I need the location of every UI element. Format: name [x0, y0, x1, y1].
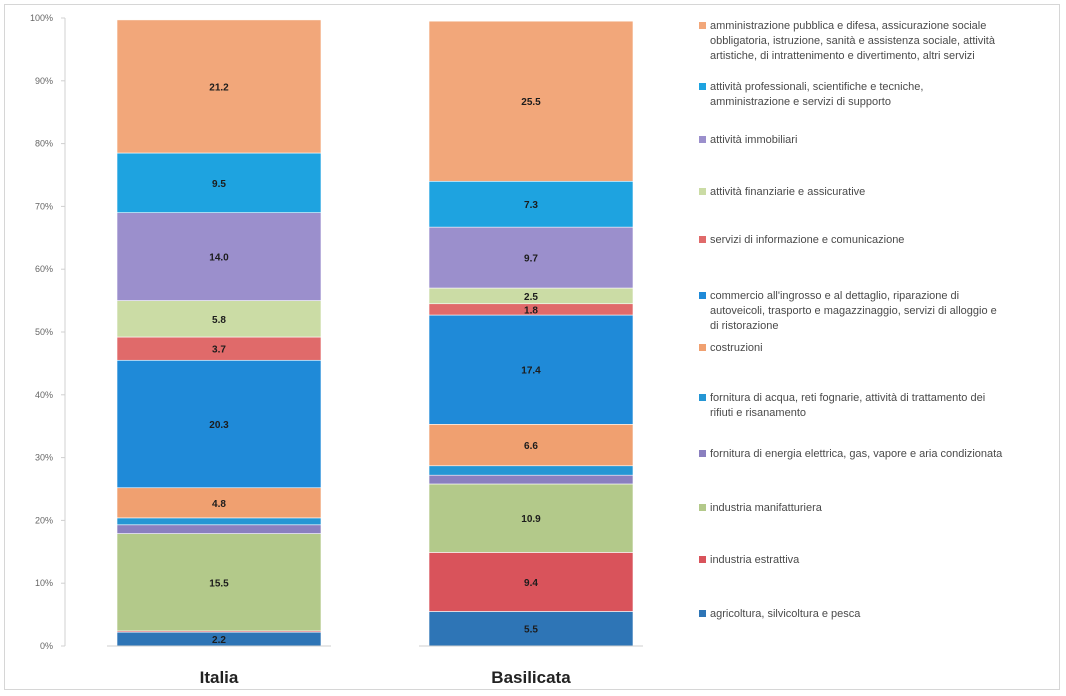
category-label: Basilicata	[491, 668, 571, 687]
data-label: 2.5	[524, 292, 538, 303]
y-tick-label: 0%	[40, 641, 53, 651]
y-tick-label: 40%	[35, 390, 53, 400]
data-label: 15.5	[209, 578, 229, 589]
bar-segment	[428, 465, 634, 476]
data-label: 25.5	[521, 97, 541, 108]
y-tick-label: 90%	[35, 76, 53, 86]
y-tick-label: 10%	[35, 578, 53, 588]
legend-entry-text: attività finanziarie e assicurative	[710, 186, 865, 198]
legend-swatch	[699, 394, 706, 401]
data-label: 9.5	[212, 179, 226, 190]
y-tick-label: 100%	[30, 13, 53, 23]
y-tick-label: 20%	[35, 515, 53, 525]
legend-entry-text: amministrazione pubblica e difesa, assic…	[710, 20, 986, 32]
data-label: 6.6	[524, 441, 538, 452]
y-tick-label: 70%	[35, 201, 53, 211]
data-label: 21.2	[209, 82, 229, 93]
legend-entry-text: agricoltura, silvicoltura e pesca	[710, 608, 861, 620]
stacked-bar-chart: 0% 10% 20% 30% 40% 50% 60% 70% 80% 90% 100% 2.2 15.5…	[30, 13, 1003, 687]
bar-segment	[116, 19, 322, 154]
data-label: 7.3	[524, 200, 538, 211]
y-tick-label: 50%	[35, 327, 53, 337]
data-label: 9.7	[524, 254, 538, 265]
legend-swatch	[699, 450, 706, 457]
bar-segment	[428, 611, 634, 647]
data-label: 14.0	[209, 253, 229, 264]
bar-segment	[428, 20, 634, 182]
data-label: 10.9	[521, 514, 541, 525]
bar-segment	[428, 424, 634, 467]
legend-entry-text: servizi di informazione e comunicazione	[710, 234, 904, 246]
legend-entry-text: fornitura di energia elettrica, gas, vap…	[710, 448, 1003, 460]
legend-entry-text: industria manifatturiera	[710, 502, 823, 514]
legend-entry-text: fornitura di acqua, reti fognarie, attiv…	[710, 392, 985, 404]
bar-segment	[428, 474, 634, 485]
category-label: Italia	[200, 668, 239, 687]
legend-entry-text: industria estrattiva	[710, 554, 800, 566]
legend-swatch	[699, 292, 706, 299]
bar-segment	[116, 212, 322, 301]
legend-entry-text: costruzioni	[710, 342, 763, 354]
bar-segment	[116, 152, 322, 213]
legend-swatch	[699, 236, 706, 243]
bar-segment	[428, 180, 634, 228]
legend-entry-text: autoveicoli, trasporto e magazzinaggio, …	[710, 305, 997, 317]
legend-entry-text: amministrazione e servizi di supporto	[710, 96, 891, 108]
legend-swatch	[699, 83, 706, 90]
data-label: 5.5	[524, 625, 538, 636]
chart-frame: 0% 10% 20% 30% 40% 50% 60% 70% 80% 90% 100% 2.2 15.5…	[4, 4, 1060, 690]
legend-swatch	[699, 610, 706, 617]
bar-segment	[428, 552, 634, 612]
bar-segment	[116, 517, 322, 526]
legend-entry-text: di ristorazione	[710, 320, 778, 332]
legend-entry-text: obbligatoria, istruzione, sanità e assis…	[710, 35, 996, 47]
data-label: 3.7	[212, 345, 226, 356]
data-label: 20.3	[209, 420, 229, 431]
bar-segment	[116, 359, 322, 489]
bar-segment	[116, 524, 322, 534]
y-tick-label: 30%	[35, 453, 53, 463]
legend-swatch	[699, 136, 706, 143]
legend-entry-text: attività immobiliari	[710, 134, 797, 146]
data-label: 1.8	[524, 305, 538, 316]
bar-segment	[428, 483, 634, 553]
legend-entry-text: commercio all'ingrosso e al dettaglio, r…	[710, 290, 959, 302]
data-label: 9.4	[524, 578, 538, 589]
data-label: 5.8	[212, 315, 226, 326]
bar-segment	[428, 314, 634, 425]
bar-segment	[116, 533, 322, 632]
legend-entry-text: rifiuti e risanamento	[710, 407, 806, 419]
y-tick-label: 60%	[35, 264, 53, 274]
data-label: 4.8	[212, 499, 226, 510]
legend-entry-text: attività professionali, scientifiche e t…	[710, 81, 923, 93]
y-tick-label: 80%	[35, 139, 53, 149]
bar-segment	[116, 487, 322, 519]
legend-swatch	[699, 556, 706, 563]
bar-segment	[428, 226, 634, 289]
legend-entry-text: artistiche, di intrattenimento e diverti…	[710, 50, 975, 62]
legend-swatch	[699, 504, 706, 511]
data-label: 17.4	[521, 366, 541, 377]
data-label: 2.2	[212, 635, 226, 646]
legend-swatch	[699, 344, 706, 351]
legend-swatch	[699, 22, 706, 29]
legend-swatch	[699, 188, 706, 195]
